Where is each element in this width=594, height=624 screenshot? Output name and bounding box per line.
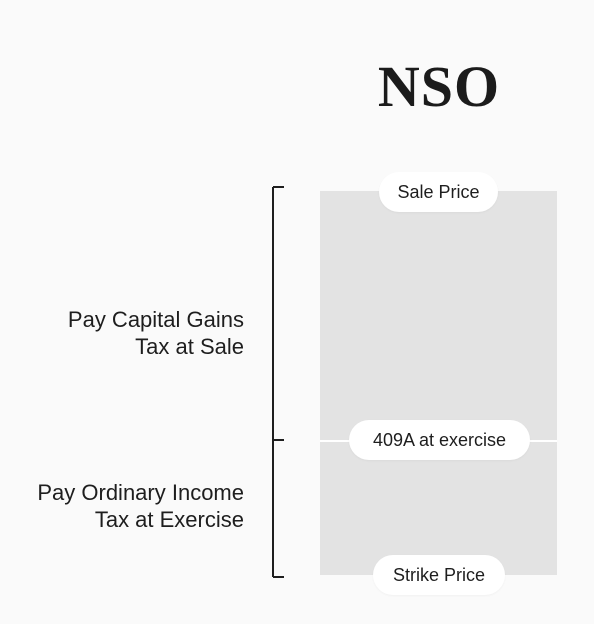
capital-gains-label-line-1: Pay Capital Gains [67, 307, 244, 332]
diagram-title: NSO [377, 54, 501, 119]
ordinary-income-label-line-1: Pay Ordinary Income [37, 480, 244, 505]
ordinary-income-label-line-2: Tax at Exercise [94, 507, 244, 532]
price-range-bar [320, 191, 557, 575]
sale-price-marker: Sale Price [379, 172, 498, 212]
tax-bracket [272, 186, 284, 578]
ordinary-income-label: Pay Ordinary Income Tax at Exercise [37, 479, 244, 533]
capital-gains-label: Pay Capital Gains Tax at Sale [68, 306, 244, 360]
strike-price-marker: Strike Price [373, 555, 505, 595]
capital-gains-label-line-2: Tax at Sale [135, 334, 244, 359]
exercise-409a-marker: 409A at exercise [349, 420, 530, 460]
